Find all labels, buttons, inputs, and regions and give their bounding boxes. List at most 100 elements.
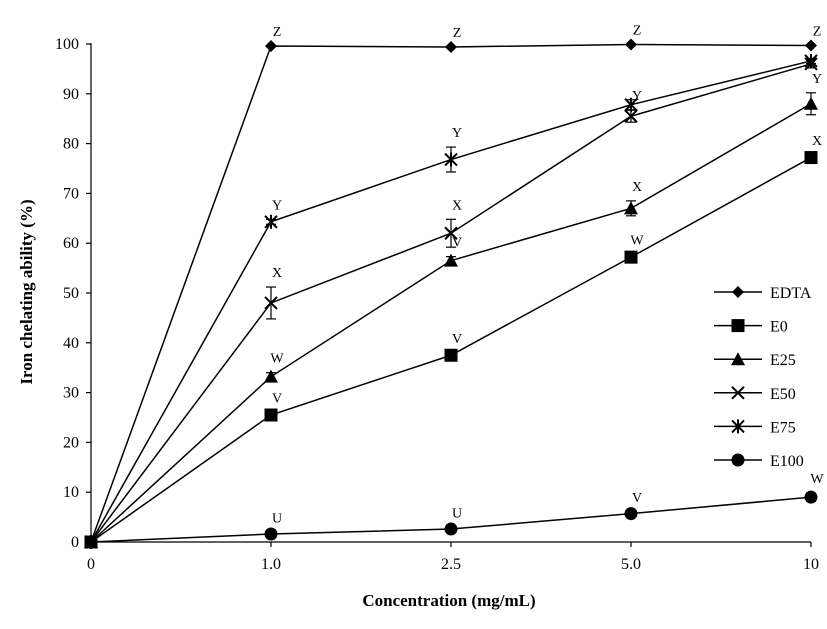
point-e0-shape	[264, 408, 278, 422]
significance-label: V	[452, 236, 462, 251]
y-tick-label: 20	[63, 434, 79, 451]
legend-label-edta: EDTA	[770, 285, 812, 302]
point-e100-shape	[624, 507, 638, 521]
x-tick-label: 5.0	[621, 556, 641, 573]
point-e50-stroke-b	[264, 296, 278, 310]
legend-label-e0: E0	[770, 319, 788, 336]
point-e75	[804, 53, 818, 68]
significance-label: W	[270, 352, 284, 367]
point-e50	[444, 226, 458, 240]
y-tick-label: 30	[63, 385, 79, 402]
x-tick-label: 2.5	[441, 556, 461, 573]
legend-marker-e100-shape	[731, 453, 745, 467]
significance-label: X	[452, 198, 462, 213]
significance-label: X	[812, 134, 822, 149]
point-e0	[804, 151, 818, 165]
point-e25-shape	[804, 96, 818, 110]
legend-item-e25: E25	[714, 352, 796, 369]
legend-marker-e0-shape	[731, 319, 745, 333]
point-e50-stroke-b	[444, 226, 458, 240]
point-e25-shape	[624, 201, 638, 215]
significance-label: U	[452, 507, 462, 522]
point-edta	[265, 39, 277, 52]
point-e100-shape	[804, 490, 818, 504]
significance-label: U	[272, 512, 282, 527]
point-e50	[624, 109, 638, 123]
point-e25-shape	[264, 369, 278, 383]
y-tick-label: 10	[63, 484, 79, 501]
legend-item-edta: EDTA	[714, 285, 812, 302]
significance-label: Z	[273, 25, 282, 40]
point-e100	[264, 527, 278, 541]
legend-item-e0: E0	[714, 319, 788, 336]
series-edta	[85, 38, 817, 548]
point-e50-stroke-b	[624, 109, 638, 123]
point-e25	[804, 96, 818, 110]
series-layer	[84, 38, 818, 549]
point-e75	[444, 152, 458, 167]
point-edta	[805, 39, 817, 52]
point-e25-shape	[444, 253, 458, 267]
y-tick-label: 50	[63, 285, 79, 302]
legend-label-e50: E50	[770, 386, 796, 403]
point-e100	[804, 490, 818, 504]
x-axis-title: Concentration (mg/mL)	[362, 591, 535, 610]
legend-marker-e25-shape	[731, 352, 745, 366]
significance-label: Y	[632, 89, 642, 104]
significance-label: W	[630, 234, 644, 249]
x-tick-label: 0	[87, 556, 95, 573]
point-e100-shape	[444, 522, 458, 536]
point-edta	[625, 38, 637, 51]
legend-marker-e25	[731, 352, 745, 366]
point-e75	[624, 97, 638, 112]
significance-label: Y	[452, 126, 462, 141]
point-e0-shape	[444, 348, 458, 362]
series-e100	[84, 490, 818, 549]
point-e0-shape	[804, 151, 818, 165]
legend-label-e75: E75	[770, 419, 796, 436]
y-tick-label: 70	[63, 185, 79, 202]
point-e0	[444, 348, 458, 362]
y-tick-label: 100	[55, 36, 79, 53]
y-tick-label: 40	[63, 335, 79, 352]
legend-marker-e75	[731, 419, 745, 434]
y-axis-title: Iron chelating ability (%)	[17, 199, 36, 384]
x-tick-label: 10	[803, 556, 819, 573]
series-line-edta	[90, 43, 812, 543]
point-e0	[264, 408, 278, 422]
point-edta-shape	[445, 40, 457, 53]
legend-label-e25: E25	[770, 352, 796, 369]
point-edta-shape	[805, 39, 817, 52]
legend-item-e50: E50	[714, 386, 796, 403]
legend-item-e75: E75	[714, 419, 796, 436]
axes: 0 10 20 30 40 50 60 70 80 90 100 0 1.0 2.5 5.0 10	[55, 36, 819, 573]
legend-marker-edta-shape	[732, 286, 744, 298]
point-e0	[624, 250, 638, 264]
point-e100	[84, 535, 98, 549]
legend-marker-e100	[731, 453, 745, 467]
significance-label: V	[452, 332, 462, 347]
legend-marker-e50	[731, 386, 745, 400]
significance-label: W	[810, 472, 824, 487]
point-e100-shape	[84, 535, 98, 549]
significance-label: Z	[633, 23, 642, 38]
significance-label: Z	[813, 24, 822, 39]
y-tick-label: 90	[63, 86, 79, 103]
legend-marker-edta	[732, 286, 744, 298]
point-e50	[264, 296, 278, 310]
point-e100-shape	[264, 527, 278, 541]
point-edta	[445, 40, 457, 53]
point-e25	[264, 369, 278, 383]
x-tick-label: 1.0	[261, 556, 281, 573]
point-e100	[444, 522, 458, 536]
point-e100	[624, 507, 638, 521]
significance-label: X	[272, 266, 282, 281]
legend-item-e100: E100	[714, 453, 804, 470]
significance-label: V	[632, 491, 642, 506]
significance-label: Y	[812, 72, 822, 87]
significance-label: X	[632, 180, 642, 195]
significance-label: Z	[453, 26, 462, 41]
legend: EDTA E0 E25 E50 E75 E100	[714, 285, 812, 470]
